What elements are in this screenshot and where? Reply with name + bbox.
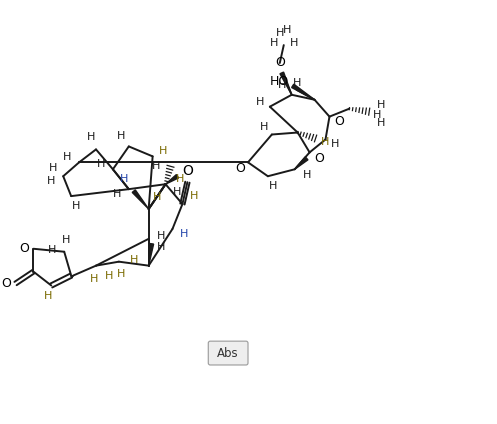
Text: H: H: [152, 161, 160, 171]
Text: H: H: [49, 163, 58, 173]
Text: H: H: [63, 152, 72, 162]
Text: H: H: [276, 28, 284, 38]
Text: H: H: [293, 78, 301, 88]
Text: O: O: [182, 164, 193, 178]
Text: H: H: [176, 174, 185, 184]
Text: O: O: [19, 242, 29, 255]
Polygon shape: [292, 84, 315, 100]
Polygon shape: [295, 157, 308, 169]
Text: H: H: [331, 139, 339, 149]
Text: H: H: [113, 189, 121, 199]
FancyBboxPatch shape: [208, 341, 248, 365]
Text: O: O: [334, 115, 344, 128]
Text: H: H: [377, 100, 385, 110]
Text: H: H: [373, 110, 381, 120]
Text: H: H: [62, 235, 71, 245]
Polygon shape: [280, 72, 292, 95]
Polygon shape: [132, 190, 149, 209]
Text: H: H: [260, 122, 268, 131]
Text: H: H: [72, 201, 81, 211]
Text: H: H: [283, 25, 291, 35]
Text: H: H: [47, 176, 56, 186]
Text: H: H: [269, 181, 277, 191]
Text: H: H: [180, 229, 188, 239]
Text: H: H: [117, 131, 125, 142]
Text: H: H: [303, 170, 311, 180]
Text: H: H: [48, 245, 57, 255]
Text: H: H: [190, 191, 198, 201]
Text: H: H: [157, 231, 165, 241]
Text: Abs: Abs: [217, 346, 239, 360]
Text: O: O: [235, 162, 245, 175]
Text: O: O: [1, 277, 11, 290]
Text: H: H: [90, 273, 98, 284]
Text: H: H: [159, 146, 167, 156]
Text: H: H: [120, 174, 128, 184]
Text: H: H: [321, 137, 330, 148]
Text: H: H: [173, 187, 182, 197]
Polygon shape: [149, 243, 154, 266]
Text: H: H: [270, 38, 278, 48]
Text: H: H: [278, 80, 286, 90]
Text: H: H: [256, 97, 264, 107]
Text: H: H: [157, 242, 165, 252]
Text: H: H: [44, 291, 53, 301]
Text: H: H: [87, 132, 95, 142]
Text: H: H: [97, 159, 105, 169]
Text: H: H: [153, 192, 161, 202]
Text: O: O: [275, 56, 285, 70]
Text: HO: HO: [270, 75, 289, 88]
Polygon shape: [166, 175, 178, 184]
Text: O: O: [315, 152, 325, 165]
Text: H: H: [105, 271, 113, 281]
Text: H: H: [377, 117, 385, 128]
Text: H: H: [290, 38, 298, 48]
Text: H: H: [130, 255, 138, 265]
Text: H: H: [117, 268, 125, 279]
